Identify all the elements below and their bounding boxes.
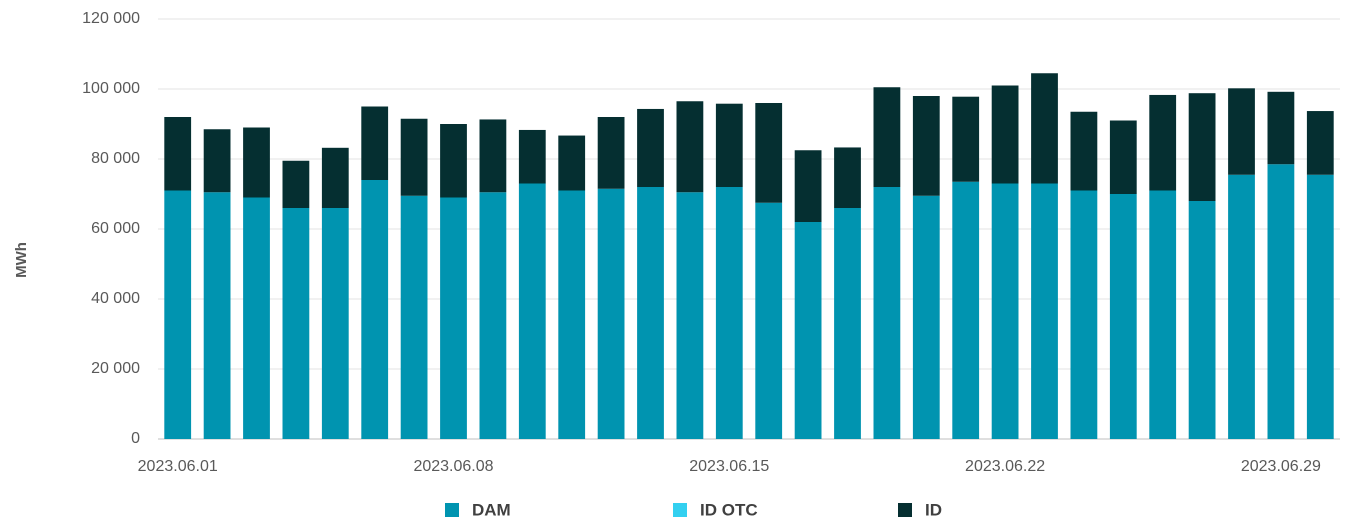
legend-swatch: [898, 503, 912, 517]
bar-segment: [1109, 194, 1137, 439]
bar-segment: [203, 129, 231, 193]
x-tick-label: 2023.06.29: [1241, 458, 1321, 475]
bar-segment: [361, 106, 389, 180]
bar-segment: [1031, 183, 1058, 439]
legend-swatch: [673, 503, 687, 517]
bar-segment: [952, 96, 980, 182]
bar-segment: [637, 108, 664, 187]
y-tick-label: 60 000: [91, 220, 140, 237]
y-tick-label: 0: [131, 430, 140, 447]
bar-segment: [676, 192, 704, 439]
bar-segment: [912, 195, 940, 439]
bar-segment: [1306, 111, 1334, 175]
bar-segment: [1188, 93, 1216, 201]
bar-segment: [873, 87, 901, 187]
bar-segment: [479, 192, 507, 439]
y-tick-label: 100 000: [82, 80, 140, 97]
bar-segment: [1267, 164, 1295, 439]
bar-segment: [203, 192, 231, 439]
bar-segment: [164, 117, 192, 191]
bar-segment: [558, 135, 586, 191]
bar-segment: [834, 147, 861, 208]
bar-segment: [637, 187, 664, 439]
bar-segment: [558, 190, 586, 439]
bar-segment: [243, 197, 270, 439]
y-tick-label: 20 000: [91, 360, 140, 377]
bar-segment: [518, 183, 546, 439]
bar-segment: [1267, 91, 1295, 165]
bar-segment: [597, 188, 625, 439]
legend-swatch: [445, 503, 459, 517]
bar-segment: [321, 147, 349, 208]
bar-segment: [834, 208, 861, 439]
bar-segment: [873, 187, 901, 439]
bar-segment: [1031, 73, 1058, 184]
bar-segment: [361, 180, 389, 439]
bar-segment: [715, 103, 743, 187]
bar-segment: [1188, 201, 1216, 439]
bar-segment: [282, 208, 310, 439]
x-tick-label: 2023.06.01: [138, 458, 218, 475]
bar-segment: [991, 85, 1019, 184]
y-axis-label: MWh: [13, 242, 30, 278]
bar-segment: [440, 124, 467, 198]
y-tick-label: 40 000: [91, 290, 140, 307]
bar-segment: [321, 208, 349, 439]
y-tick-label: 80 000: [91, 150, 140, 167]
bar-segment: [1228, 174, 1255, 439]
legend-label: ID: [925, 500, 942, 519]
bar-segment: [991, 183, 1019, 439]
bar-segment: [243, 127, 270, 198]
bar-segment: [1070, 111, 1098, 191]
y-tick-label: 120 000: [82, 10, 140, 27]
bar-segment: [1306, 174, 1334, 439]
bar-segment: [518, 129, 546, 184]
bar-segment: [1149, 190, 1177, 439]
bar-segment: [676, 101, 704, 193]
bar-segment: [1149, 94, 1177, 191]
bar-segment: [794, 150, 822, 222]
bar-segment: [952, 181, 980, 439]
bar-segment: [400, 118, 428, 196]
bar-segment: [1070, 190, 1098, 439]
x-tick-label: 2023.06.08: [413, 458, 493, 475]
bar-segment: [479, 119, 507, 193]
bar-segment: [794, 222, 822, 439]
bar-segment: [1109, 120, 1137, 194]
bar-segment: [715, 187, 743, 439]
bar-segment: [282, 160, 310, 208]
legend-label: DAM: [472, 500, 511, 519]
x-tick-label: 2023.06.15: [689, 458, 769, 475]
bar-segment: [400, 195, 428, 439]
bar-segment: [597, 117, 625, 189]
bar-segment: [912, 96, 940, 196]
bar-segment: [164, 190, 192, 439]
bar-segment: [755, 202, 783, 439]
bar-segment: [440, 197, 467, 439]
bar-segment: [1228, 88, 1255, 175]
x-tick-label: 2023.06.22: [965, 458, 1045, 475]
legend-label: ID OTC: [700, 500, 758, 519]
bar-segment: [755, 103, 783, 203]
